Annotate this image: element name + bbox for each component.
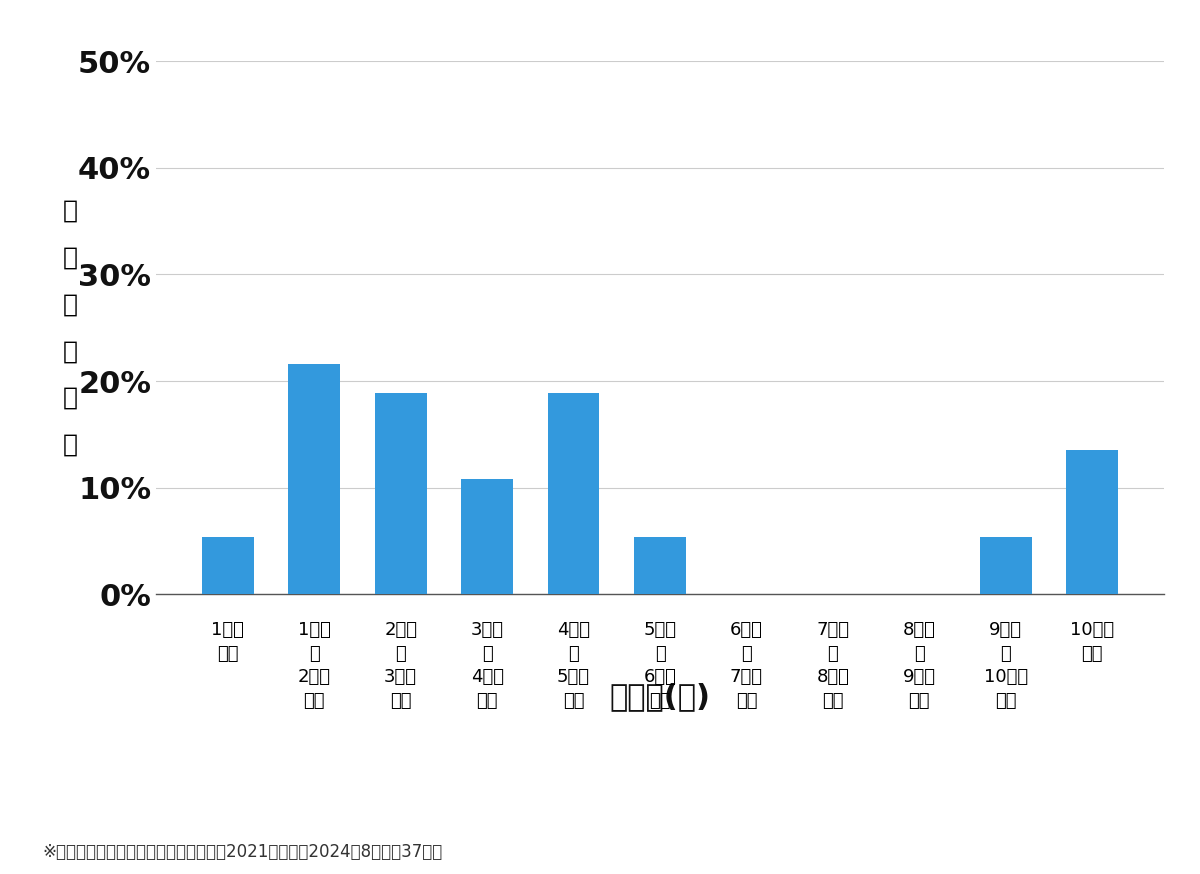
Text: 2万円
〜
3万円
未満: 2万円 〜 3万円 未満 bbox=[384, 621, 418, 710]
Text: 7万円
〜
8万円
未満: 7万円 〜 8万円 未満 bbox=[816, 621, 850, 710]
Text: ※弊社受付の案件を対象に集計（期間：2021年１月〜2024年8月、計37件）: ※弊社受付の案件を対象に集計（期間：2021年１月〜2024年8月、計37件） bbox=[42, 843, 443, 861]
Text: 3万円
〜
4万円
未満: 3万円 〜 4万円 未満 bbox=[470, 621, 504, 710]
Text: 9万円
〜
10万円
未満: 9万円 〜 10万円 未満 bbox=[984, 621, 1028, 710]
Bar bbox=[547, 392, 600, 594]
Text: 10万円
以上: 10万円 以上 bbox=[1070, 621, 1115, 662]
Bar bbox=[461, 479, 514, 594]
Text: 4万円
〜
5万円
未満: 4万円 〜 5万円 未満 bbox=[557, 621, 590, 710]
Bar bbox=[288, 364, 340, 594]
Bar bbox=[980, 537, 1032, 594]
Text: 1万円
〜
2万円
未満: 1万円 〜 2万円 未満 bbox=[298, 621, 331, 710]
Text: 5万円
〜
6万円
未満: 5万円 〜 6万円 未満 bbox=[643, 621, 677, 710]
Text: 8万円
〜
9万円
未満: 8万円 〜 9万円 未満 bbox=[902, 621, 936, 710]
Bar bbox=[374, 392, 426, 594]
Bar bbox=[202, 537, 253, 594]
Text: 価
格
帯
の
割
合: 価 格 帯 の 割 合 bbox=[62, 198, 78, 457]
X-axis label: 価格帯(円): 価格帯(円) bbox=[610, 683, 710, 711]
Bar bbox=[634, 537, 686, 594]
Text: 1万円
未満: 1万円 未満 bbox=[211, 621, 244, 662]
Text: 6万円
〜
7万円
未満: 6万円 〜 7万円 未満 bbox=[730, 621, 763, 710]
Bar bbox=[1067, 450, 1118, 594]
